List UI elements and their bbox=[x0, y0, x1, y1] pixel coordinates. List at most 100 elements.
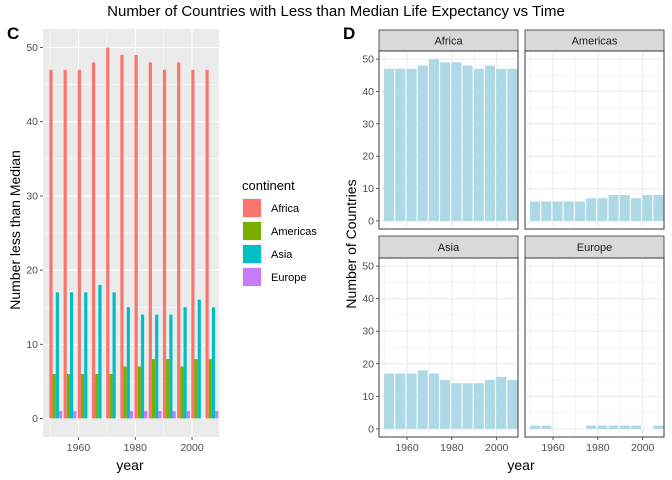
facet-americas-bar-1967 bbox=[563, 201, 574, 221]
bar-asia-1962 bbox=[84, 292, 88, 419]
facet-asia-bar-1977 bbox=[440, 380, 451, 429]
facet-americas-bar-1997 bbox=[630, 198, 642, 221]
bar-asia-1972 bbox=[112, 292, 116, 419]
panel-c-y-tick-label: 10 bbox=[26, 339, 38, 351]
legend-label-africa: Africa bbox=[271, 203, 300, 215]
facet-asia-bar-1987 bbox=[462, 383, 473, 429]
bar-asia-1977 bbox=[126, 307, 130, 419]
bar-asia-2002 bbox=[197, 299, 201, 419]
bar-americas-1977 bbox=[123, 366, 127, 419]
facet-americas-bar-1982 bbox=[597, 198, 608, 221]
panel-d-y-axis-title: Number of Countries bbox=[343, 179, 359, 308]
panel-c-y-tick-label: 50 bbox=[26, 42, 38, 54]
panel-c-y-tick-label: 30 bbox=[26, 190, 38, 202]
facet-africa-bar-1987 bbox=[462, 65, 473, 221]
facet-asia-bar-2002 bbox=[496, 376, 507, 429]
legend-label-europe: Europe bbox=[271, 272, 306, 284]
bar-asia-1982 bbox=[140, 314, 145, 419]
bar-europe-2007 bbox=[215, 411, 219, 419]
facet-asia-x-tick-label: 1980 bbox=[440, 442, 464, 454]
bar-americas-2007 bbox=[208, 359, 212, 419]
facet-asia-y-tick-label: 10 bbox=[362, 391, 374, 403]
panel-c-x-tick-label: 2000 bbox=[180, 442, 204, 454]
facet-asia-y-tick-label: 50 bbox=[362, 261, 374, 273]
bar-africa-1972 bbox=[106, 47, 110, 419]
bar-africa-1962 bbox=[77, 69, 81, 419]
facet-asia-bar-1962 bbox=[406, 373, 417, 429]
facet-europe-x-tick-label: 1980 bbox=[586, 442, 610, 454]
bar-africa-1957 bbox=[63, 69, 67, 419]
legend-label-americas: Americas bbox=[271, 226, 317, 238]
bar-asia-1952 bbox=[55, 292, 59, 419]
legend-title: continent bbox=[242, 178, 295, 193]
facet-africa-bar-1952 bbox=[384, 68, 395, 221]
facet-americas-bar-1952 bbox=[530, 201, 541, 221]
facet-europe-bar-1957 bbox=[541, 425, 552, 429]
facet-africa-bar-2007 bbox=[507, 68, 518, 221]
facet-asia-y-tick-label: 0 bbox=[368, 423, 374, 435]
bar-africa-1987 bbox=[148, 62, 152, 419]
facet-africa-y-tick-label: 20 bbox=[362, 151, 374, 163]
bar-americas-1987 bbox=[151, 359, 156, 419]
facet-africa-bar-1997 bbox=[484, 65, 496, 221]
bar-europe-1992 bbox=[172, 411, 176, 419]
panel-c-x-axis-title: year bbox=[116, 457, 144, 473]
panel-c-y-tick-label: 20 bbox=[26, 265, 38, 277]
facet-africa-bar-2002 bbox=[496, 68, 507, 221]
panel-c-y-axis-title: Number less than Median bbox=[7, 150, 23, 310]
bar-americas-1967 bbox=[95, 373, 99, 419]
panel-c-y-tick-label: 40 bbox=[26, 116, 38, 128]
facet-europe-bar-1997 bbox=[630, 425, 642, 429]
bar-americas-1952 bbox=[52, 373, 56, 419]
facet-africa-y-tick-label: 30 bbox=[362, 118, 374, 130]
facet-europe-bar-1952 bbox=[530, 425, 541, 429]
facet-americas-bar-1957 bbox=[541, 201, 552, 221]
bar-americas-1962 bbox=[80, 373, 85, 419]
bar-africa-2007 bbox=[205, 69, 209, 419]
facet-asia-bar-1982 bbox=[451, 383, 462, 429]
facet-asia-bar-2007 bbox=[507, 380, 518, 429]
bar-africa-1952 bbox=[49, 69, 53, 419]
facet-americas-bar-1977 bbox=[586, 198, 597, 221]
bar-asia-1992 bbox=[169, 314, 173, 419]
facet-europe-bar-1987 bbox=[608, 425, 619, 429]
bar-americas-1957 bbox=[66, 373, 70, 419]
facet-africa-y-tick-label: 40 bbox=[362, 86, 374, 98]
bar-europe-1982 bbox=[144, 411, 148, 419]
facet-europe-x-tick-label: 1960 bbox=[541, 442, 565, 454]
bar-europe-1952 bbox=[58, 411, 63, 419]
facet-europe-bar-1992 bbox=[619, 425, 630, 429]
panel-d-tag: D bbox=[343, 24, 355, 43]
facet-asia-bar-1957 bbox=[395, 373, 406, 429]
bar-europe-1957 bbox=[73, 411, 77, 419]
bar-africa-2002 bbox=[191, 69, 195, 419]
facet-africa-bar-1992 bbox=[473, 68, 484, 221]
facet-asia-bar-1967 bbox=[417, 370, 428, 429]
legend-label-asia: Asia bbox=[271, 249, 293, 261]
facet-asia-bar-1952 bbox=[384, 373, 395, 429]
facet-americas-border bbox=[524, 50, 665, 230]
bar-africa-1982 bbox=[134, 54, 138, 419]
bar-europe-1977 bbox=[129, 411, 134, 419]
panel-c-y-tick-label: 0 bbox=[32, 413, 38, 425]
bar-americas-1972 bbox=[109, 373, 113, 419]
facet-europe-bar-2007 bbox=[653, 425, 664, 429]
bar-asia-1987 bbox=[155, 314, 159, 419]
facet-africa-y-tick-label: 10 bbox=[362, 183, 374, 195]
facet-africa-y-tick-label: 0 bbox=[368, 215, 374, 227]
facet-europe-bar-1982 bbox=[597, 425, 608, 429]
facet-africa-bar-1972 bbox=[428, 59, 439, 221]
panel-c-x-tick-label: 1980 bbox=[124, 442, 148, 454]
bar-africa-1977 bbox=[120, 54, 124, 419]
facet-asia-bar-1972 bbox=[428, 373, 439, 429]
figure-title: Number of Countries with Less than Media… bbox=[107, 3, 565, 20]
bar-europe-1987 bbox=[158, 411, 162, 419]
bar-asia-1997 bbox=[183, 307, 187, 419]
bar-africa-1997 bbox=[177, 62, 181, 419]
bar-americas-1992 bbox=[166, 359, 170, 419]
facet-africa-y-tick-label: 50 bbox=[362, 54, 374, 66]
facet-asia-bar-1992 bbox=[473, 383, 484, 429]
panel-c-x-tick-label: 1960 bbox=[67, 442, 91, 454]
facet-africa-bar-1977 bbox=[440, 62, 451, 221]
